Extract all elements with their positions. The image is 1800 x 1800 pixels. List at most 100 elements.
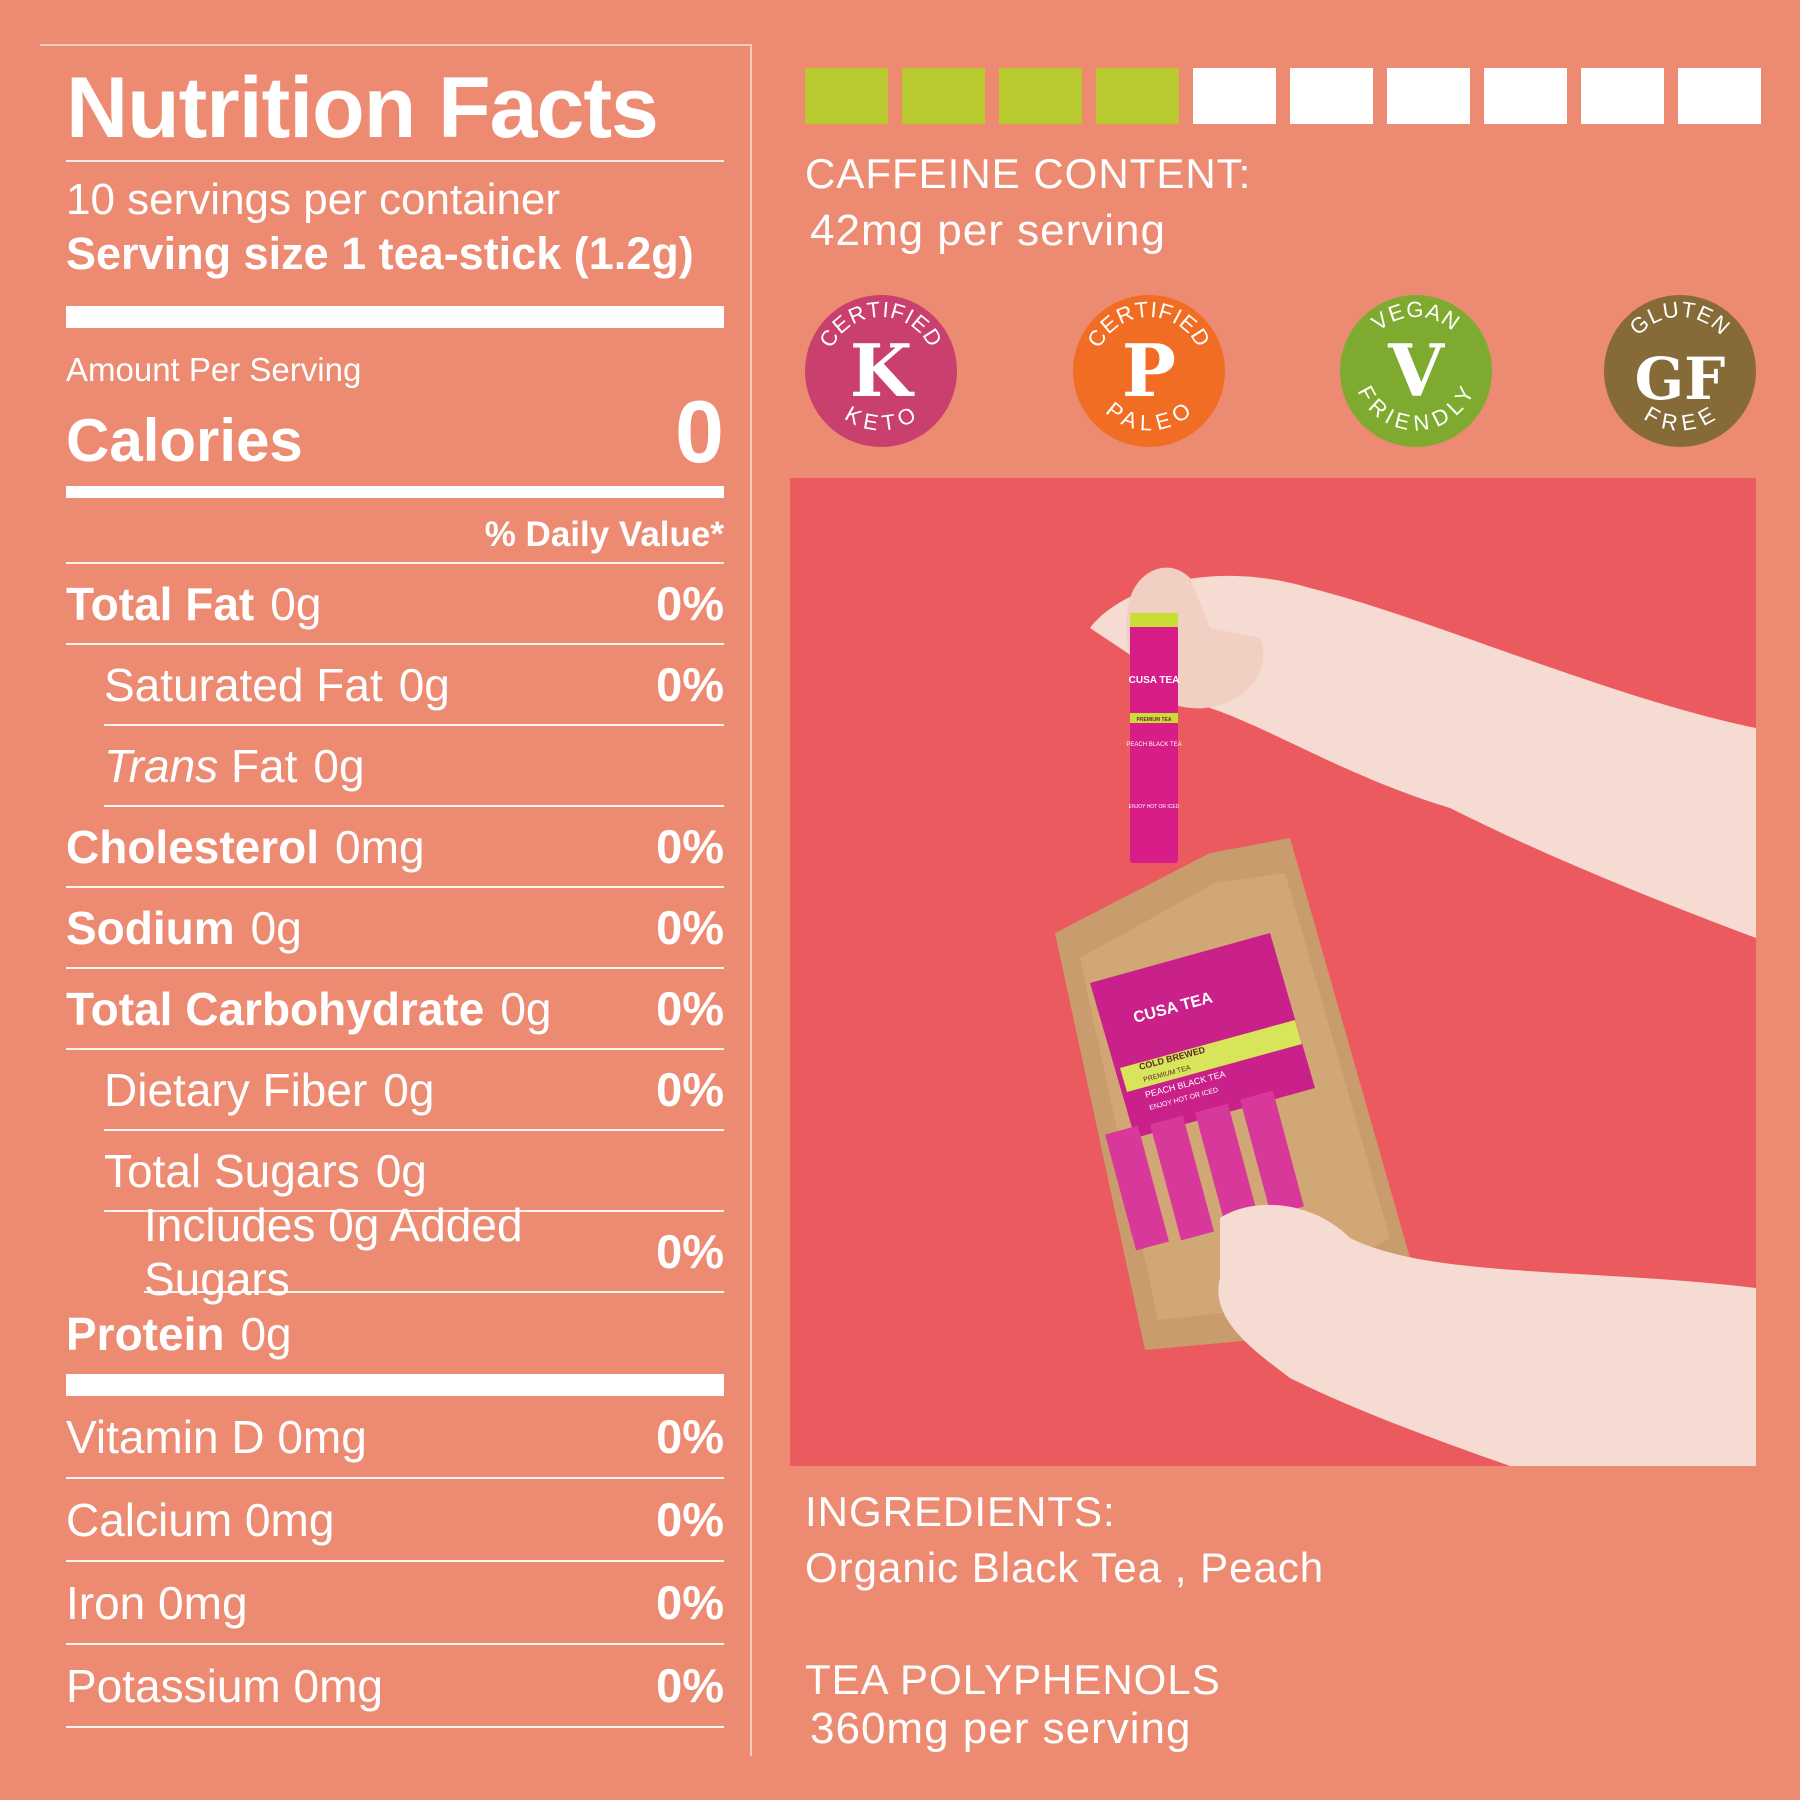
nutrient-amount: 0g (383, 1063, 435, 1116)
caffeine-bar-filled (1096, 68, 1179, 124)
nutrient-amount: 0g (313, 739, 365, 792)
nutrient-name-italic: Trans (104, 739, 219, 792)
vitamin-dv: 0% (656, 1576, 724, 1629)
nutrient-row-total-sugars: Total Sugars 0g (104, 1131, 724, 1212)
vegan-badge-icon: VEGAN FRIENDLY V (1340, 295, 1492, 447)
amount-per-serving: Amount Per Serving (66, 351, 362, 388)
nutrient-name: Protein (66, 1307, 225, 1360)
tea-stick-flavor: PEACH BLACK TEA (1126, 742, 1181, 748)
divider (66, 562, 724, 564)
nutrient-dv: 0% (656, 1225, 724, 1278)
nutrient-row-total-carbohydrate: Total Carbohydrate 0g 0% (66, 969, 724, 1050)
caffeine-bar-empty (1484, 68, 1567, 124)
caffeine-meter (805, 68, 1761, 124)
calories-row: Calories 0 (66, 382, 724, 481)
tea-stick-note: ENJOY HOT OR ICED (1129, 804, 1180, 810)
pouch-label-band (1120, 1020, 1302, 1092)
serving-size: Serving size 1 tea-stick (1.2g) (66, 228, 694, 279)
nutrient-row-saturated-fat: Saturated Fat 0g 0% (104, 645, 724, 726)
tea-stick-top-band (1130, 613, 1178, 627)
vitamin-label: Calcium 0mg (66, 1493, 335, 1546)
vitamin-label: Iron 0mg (66, 1576, 248, 1629)
vitamin-row-vitamin-d: Vitamin D 0mg 0% (66, 1396, 724, 1479)
nutrient-amount: 0g (398, 658, 450, 711)
paleo-badge-icon: CERTIFIED PALEO P (1073, 295, 1225, 447)
vitamin-dv: 0% (656, 1659, 724, 1712)
polyphenols-label: TEA POLYPHENOLS (805, 1656, 1221, 1703)
ingredients-value: Organic Black Tea , Peach (805, 1544, 1325, 1591)
nutrient-amount: 0g (375, 1144, 427, 1197)
product-photo: CUSA TEA PREMIUM TEA PEACH BLACK TEA ENJ… (790, 478, 1756, 1466)
keto-badge-icon: CERTIFIED KETO K (805, 295, 957, 447)
nutrient-amount: 0g (500, 982, 552, 1035)
nutrient-dv: 0% (656, 577, 724, 630)
nutrient-row-sodium: Sodium 0g 0% (66, 888, 724, 969)
badge-letter: K (849, 328, 913, 413)
product-photo-illustration: CUSA TEA PREMIUM TEA PEACH BLACK TEA ENJ… (1055, 567, 1756, 1466)
caffeine-bar-empty (1581, 68, 1664, 124)
vitamin-dv: 0% (656, 1410, 724, 1463)
calories-label: Calories (66, 407, 303, 474)
nutrient-name: Dietary Fiber (104, 1063, 368, 1116)
caffeine-bar-empty (1290, 68, 1373, 124)
pouch-stick-shape (1240, 1090, 1304, 1216)
nutrient-amount: 0g (250, 901, 302, 954)
vitamin-label: Potassium 0mg (66, 1659, 384, 1712)
calories-value: 0 (675, 382, 724, 481)
thick-divider (66, 1374, 724, 1396)
nutrient-dv: 0% (656, 658, 724, 711)
pouch-stick-shape (1150, 1115, 1214, 1241)
nutrition-panel-frame (40, 44, 752, 1756)
nutrient-dv: 0% (656, 982, 724, 1035)
caffeine-bar-filled (805, 68, 888, 124)
nutrient-name: Cholesterol (66, 820, 320, 873)
nutrient-dv: 0% (656, 820, 724, 873)
thick-divider (66, 306, 724, 328)
servings-per-container: 10 servings per container (66, 175, 561, 224)
tea-stick-subtitle: PREMIUM TEA (1137, 717, 1172, 723)
caffeine-bar-empty (1387, 68, 1470, 124)
vitamin-row-iron: Iron 0mg 0% (66, 1562, 724, 1645)
pouch-stick-shape (1105, 1125, 1169, 1251)
nutrient-dv: 0% (656, 1063, 724, 1116)
badge-letter: P (1121, 328, 1177, 413)
nutrient-name: Total Carbohydrate (66, 982, 485, 1035)
vitamin-row-potassium: Potassium 0mg 0% (66, 1645, 724, 1728)
nutrient-name: Total Fat (66, 577, 255, 630)
tea-stick-brand: CUSA TEA (1129, 675, 1180, 686)
tea-stick-mid-band (1130, 713, 1178, 723)
caffeine-bar-empty (1193, 68, 1276, 124)
nutrient-row-added-sugars: Includes 0g Added Sugars 0% (144, 1199, 724, 1305)
divider (66, 160, 724, 162)
tea-stick-shape (1130, 613, 1178, 863)
nutrient-row-protein: Protein 0g (66, 1293, 724, 1374)
caffeine-value: 42mg per serving (810, 206, 1166, 255)
nutrient-row-total-fat: Total Fat 0g 0% (66, 564, 724, 645)
daily-value-header: % Daily Value* (484, 515, 724, 554)
nutrient-dv: 0% (656, 901, 724, 954)
nutrient-name: Sodium (66, 901, 235, 954)
vitamin-label: Vitamin D 0mg (66, 1410, 367, 1463)
nutrient-amount: 0g (270, 577, 322, 630)
caffeine-bar-empty (1678, 68, 1761, 124)
nutrient-row-trans-fat: Trans Fat 0g (104, 726, 724, 807)
caffeine-bar-filled (902, 68, 985, 124)
nutrition-title: Nutrition Facts (66, 60, 659, 156)
badge-letter: GF (1634, 345, 1726, 413)
caffeine-label: CAFFEINE CONTENT: (805, 150, 1252, 197)
vitamin-row-calcium: Calcium 0mg 0% (66, 1479, 724, 1562)
nutrient-name: Fat (218, 739, 298, 792)
nutrition-facts-panel: Nutrition Facts 10 servings per containe… (66, 60, 724, 1728)
nutrient-row-dietary-fiber: Dietary Fiber 0g 0% (104, 1050, 724, 1131)
pouch-stick-shape (1195, 1103, 1259, 1229)
polyphenols-value: 360mg per serving (810, 1704, 1192, 1753)
lower-hand-shape (1218, 1204, 1756, 1466)
nutrient-name: Includes 0g Added Sugars (144, 1198, 523, 1305)
badge-top-text: GLUTEN (1625, 297, 1736, 340)
caffeine-bar-filled (999, 68, 1082, 124)
badge-letter: V (1388, 328, 1444, 413)
nutrient-amount: 0g (240, 1307, 292, 1360)
